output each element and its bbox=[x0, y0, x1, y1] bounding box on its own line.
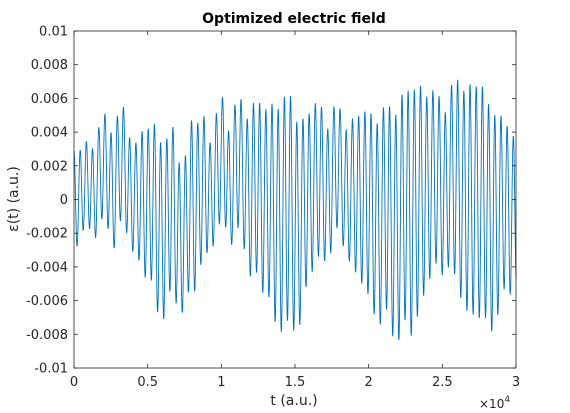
plot-area bbox=[74, 31, 516, 368]
y-tick-label: -0.004 bbox=[26, 260, 68, 275]
y-tick-label: 0.008 bbox=[31, 58, 68, 73]
series-layer bbox=[73, 79, 517, 341]
x-tick-label: 0 bbox=[70, 375, 78, 390]
y-tick-label: 0.006 bbox=[31, 92, 68, 107]
x-exponent-base: ×10 bbox=[479, 397, 504, 411]
x-tick-label: 2.5 bbox=[432, 375, 453, 390]
y-tick-label: 0 bbox=[60, 193, 68, 208]
y-tick-label: -0.006 bbox=[26, 294, 68, 309]
y-tick-label: 0.01 bbox=[39, 25, 68, 40]
x-tick-label: 1.5 bbox=[285, 375, 306, 390]
chart-title: Optimized electric field bbox=[202, 11, 386, 27]
y-tick-label: -0.002 bbox=[26, 227, 68, 242]
x-tick-label: 1 bbox=[217, 375, 225, 390]
x-tick-label: 2 bbox=[365, 375, 373, 390]
series-line bbox=[73, 79, 517, 341]
y-tick-label: 0.004 bbox=[31, 126, 68, 141]
x-exponent-power: 4 bbox=[504, 395, 510, 405]
y-axis-label: ε(t) (a.u.) bbox=[6, 166, 22, 232]
y-axis: -0.01 -0.008 -0.006 -0.004 -0.002 0 0.002 0.004… bbox=[26, 25, 516, 377]
y-tick-label: 0.002 bbox=[31, 159, 68, 174]
y-tick-label: -0.008 bbox=[26, 328, 68, 343]
y-tick-label: -0.01 bbox=[34, 362, 68, 377]
x-tick-label: 0.5 bbox=[137, 375, 158, 390]
x-axis: 0 0.5 1 1.5 2 2.5 3 bbox=[70, 31, 520, 390]
x-axis-label: t (a.u.) bbox=[270, 393, 317, 409]
x-exponent-label: ×104 bbox=[479, 395, 510, 411]
x-tick-label: 3 bbox=[512, 375, 520, 390]
